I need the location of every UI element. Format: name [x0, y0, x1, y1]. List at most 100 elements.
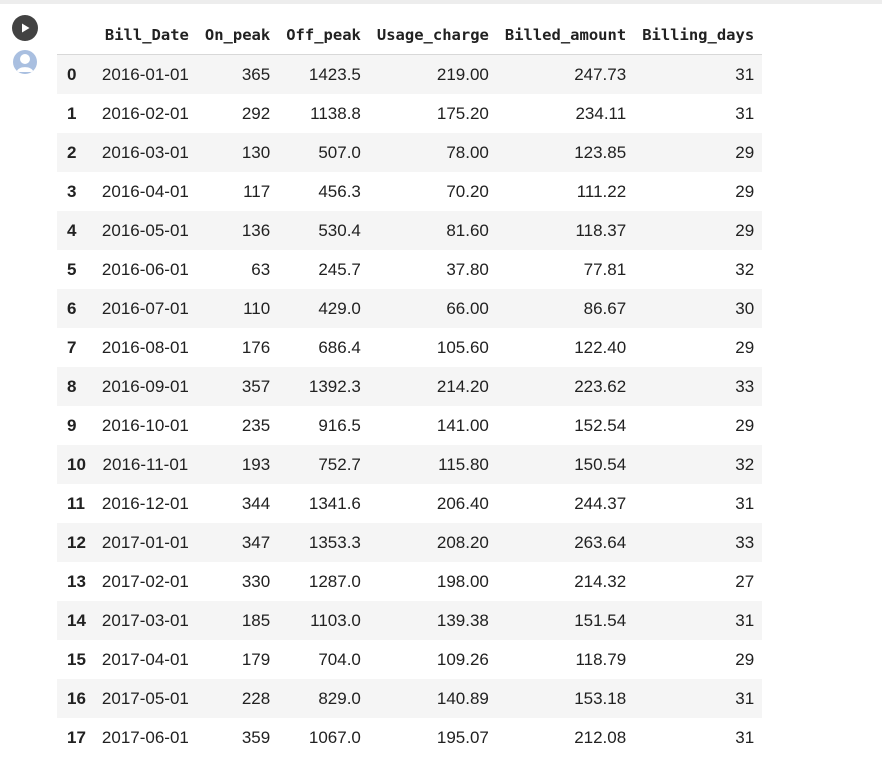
table-cell: 1392.3: [278, 367, 369, 406]
table-cell: 2017-05-01: [94, 679, 197, 718]
row-index: 13: [57, 562, 94, 601]
table-cell: 151.54: [497, 601, 634, 640]
table-cell: 139.38: [369, 601, 497, 640]
table-cell: 235: [197, 406, 278, 445]
table-cell: 140.89: [369, 679, 497, 718]
table-cell: 29: [634, 328, 762, 367]
table-cell: 31: [634, 601, 762, 640]
column-header: Billing_days: [634, 15, 762, 55]
table-cell: 245.7: [278, 250, 369, 289]
table-cell: 1353.3: [278, 523, 369, 562]
table-cell: 2017-04-01: [94, 640, 197, 679]
table-cell: 2016-11-01: [94, 445, 197, 484]
table-cell: 105.60: [369, 328, 497, 367]
column-header: Billed_amount: [497, 15, 634, 55]
table-cell: 507.0: [278, 133, 369, 172]
table-cell: 118.79: [497, 640, 634, 679]
table-cell: 2016-10-01: [94, 406, 197, 445]
table-cell: 31: [634, 718, 762, 757]
table-cell: 31: [634, 94, 762, 133]
table-cell: 33: [634, 367, 762, 406]
column-header: Off_peak: [278, 15, 369, 55]
table-cell: 2016-07-01: [94, 289, 197, 328]
table-cell: 32: [634, 250, 762, 289]
table-cell: 2016-02-01: [94, 94, 197, 133]
table-cell: 2017-01-01: [94, 523, 197, 562]
table-cell: 2016-04-01: [94, 172, 197, 211]
cell-top-border: [0, 0, 882, 4]
table-cell: 29: [634, 133, 762, 172]
table-cell: 29: [634, 640, 762, 679]
user-avatar-icon: [13, 50, 37, 74]
table-cell: 916.5: [278, 406, 369, 445]
table-cell: 829.0: [278, 679, 369, 718]
table-cell: 2016-09-01: [94, 367, 197, 406]
table-cell: 117: [197, 172, 278, 211]
row-index: 4: [57, 211, 94, 250]
index-header: [57, 15, 94, 55]
table-cell: 123.85: [497, 133, 634, 172]
table-cell: 429.0: [278, 289, 369, 328]
table-cell: 198.00: [369, 562, 497, 601]
table-cell: 2016-05-01: [94, 211, 197, 250]
table-cell: 1287.0: [278, 562, 369, 601]
table-cell: 686.4: [278, 328, 369, 367]
table-cell: 247.73: [497, 55, 634, 95]
table-cell: 344: [197, 484, 278, 523]
table-cell: 234.11: [497, 94, 634, 133]
table-cell: 228: [197, 679, 278, 718]
table-cell: 2017-06-01: [94, 718, 197, 757]
row-index: 12: [57, 523, 94, 562]
table-cell: 193: [197, 445, 278, 484]
table-cell: 175.20: [369, 94, 497, 133]
table-cell: 66.00: [369, 289, 497, 328]
table-cell: 208.20: [369, 523, 497, 562]
table-cell: 32: [634, 445, 762, 484]
table-cell: 456.3: [278, 172, 369, 211]
table-cell: 150.54: [497, 445, 634, 484]
row-index: 6: [57, 289, 94, 328]
column-header: Usage_charge: [369, 15, 497, 55]
table-cell: 206.40: [369, 484, 497, 523]
table-cell: 1067.0: [278, 718, 369, 757]
row-index: 17: [57, 718, 94, 757]
table-cell: 530.4: [278, 211, 369, 250]
table-cell: 29: [634, 211, 762, 250]
table-cell: 223.62: [497, 367, 634, 406]
table-cell: 357: [197, 367, 278, 406]
run-cell-button[interactable]: [12, 15, 38, 41]
table-cell: 212.08: [497, 718, 634, 757]
table-cell: 115.80: [369, 445, 497, 484]
table-cell: 2016-08-01: [94, 328, 197, 367]
table-cell: 118.37: [497, 211, 634, 250]
table-cell: 31: [634, 679, 762, 718]
table-cell: 179: [197, 640, 278, 679]
table-cell: 185: [197, 601, 278, 640]
play-icon: [19, 22, 31, 34]
table-cell: 29: [634, 406, 762, 445]
table-cell: 136: [197, 211, 278, 250]
table-cell: 752.7: [278, 445, 369, 484]
table-cell: 330: [197, 562, 278, 601]
table-cell: 214.32: [497, 562, 634, 601]
table-cell: 29: [634, 172, 762, 211]
row-index: 8: [57, 367, 94, 406]
table-cell: 195.07: [369, 718, 497, 757]
table-cell: 244.37: [497, 484, 634, 523]
table-cell: 141.00: [369, 406, 497, 445]
